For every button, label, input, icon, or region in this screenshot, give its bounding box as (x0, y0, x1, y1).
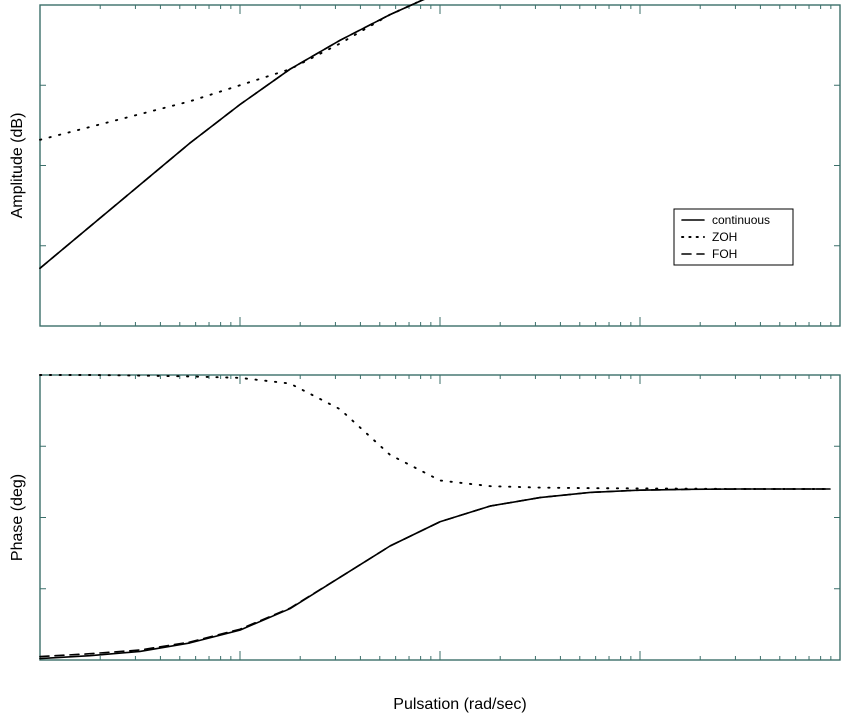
phase-y-axis-label: Phase (deg) (9, 474, 26, 561)
amplitude-axes-frame (39, 4, 841, 327)
phase-axes-frame (39, 374, 841, 661)
legend-entries: continuous ZOH FOH (681, 213, 770, 261)
amplitude-panel: Amplitude (dB) continuous ZOH FOH (9, 0, 841, 327)
foh-series-line (39, 488, 831, 658)
legend: continuous ZOH FOH (673, 208, 794, 266)
legend-label-continuous: continuous (712, 213, 770, 227)
legend-box (673, 208, 794, 266)
amplitude-series (39, 0, 425, 270)
phase-ticks (40, 375, 840, 660)
legend-label-foh: FOH (712, 247, 737, 261)
amplitude-y-axis-label: Amplitude (dB) (9, 113, 26, 219)
continuous-series-line (39, 488, 831, 660)
phase-panel: Phase (deg) (9, 374, 841, 661)
legend-label-zoh: ZOH (712, 230, 737, 244)
zoh-series-line (39, 0, 425, 141)
zoh-series-line (39, 374, 831, 490)
phase-series (39, 374, 831, 660)
x-axis-label: Pulsation (rad/sec) (393, 696, 526, 713)
amplitude-ticks (40, 5, 840, 326)
foh-series-line (39, 0, 425, 270)
